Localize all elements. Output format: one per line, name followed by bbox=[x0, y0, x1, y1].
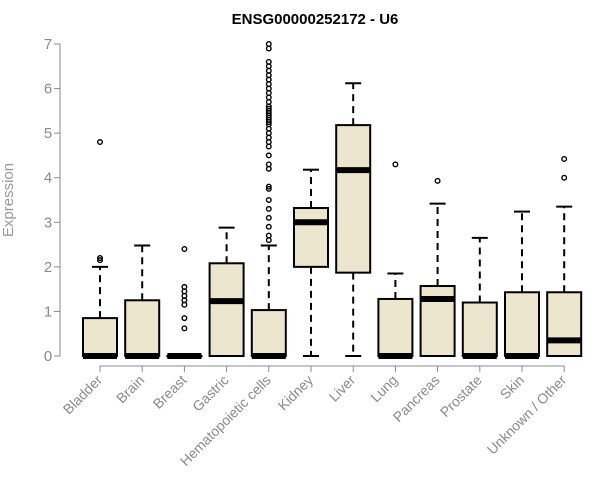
y-tick-label: 6 bbox=[44, 81, 52, 98]
box bbox=[377, 297, 414, 358]
x-tick-label: Unknown / Other bbox=[484, 372, 570, 458]
box-group bbox=[335, 82, 372, 357]
y-tick-label: 5 bbox=[44, 125, 52, 142]
outlier-point bbox=[265, 45, 272, 52]
box bbox=[461, 301, 498, 357]
outlier-point bbox=[96, 254, 103, 261]
outlier-point bbox=[265, 165, 272, 172]
outlier-point bbox=[96, 257, 103, 264]
chart-title: ENSG00000252172 - U6 bbox=[232, 11, 399, 28]
outlier-point bbox=[181, 246, 188, 253]
outlier-point bbox=[265, 196, 272, 203]
x-tick-label: Breast bbox=[150, 372, 190, 412]
box bbox=[504, 291, 540, 357]
x-tick-label: Liver bbox=[326, 372, 359, 405]
x-tick-label: Prostate bbox=[437, 372, 485, 420]
plot-area bbox=[82, 41, 583, 359]
x-tick-label: Kidney bbox=[275, 372, 317, 414]
outlier-point bbox=[561, 174, 568, 181]
box-group bbox=[250, 41, 287, 359]
box-group bbox=[166, 246, 203, 359]
outlier-point bbox=[181, 325, 188, 332]
box-group bbox=[504, 210, 540, 359]
x-tick-label: Brain bbox=[113, 372, 147, 406]
box bbox=[208, 262, 245, 358]
outlier-point bbox=[181, 315, 188, 322]
x-tick-label: Lung bbox=[367, 372, 400, 405]
y-axis: 0 1 2 3 4 5 6 7 bbox=[44, 36, 61, 365]
outlier-point bbox=[181, 301, 188, 308]
outlier-point bbox=[265, 183, 272, 190]
outlier-point bbox=[265, 118, 272, 125]
box bbox=[546, 291, 583, 357]
box-group bbox=[546, 155, 583, 357]
box bbox=[293, 207, 329, 268]
outlier-point bbox=[265, 205, 272, 212]
y-tick-label: 2 bbox=[44, 259, 52, 276]
x-tick-label: Pancreas bbox=[390, 372, 443, 425]
y-tick-label: 1 bbox=[44, 303, 52, 320]
box-group bbox=[124, 244, 161, 359]
y-tick-label: 7 bbox=[44, 36, 52, 53]
outlier-point bbox=[265, 237, 272, 244]
outlier-point bbox=[265, 214, 272, 221]
box bbox=[82, 317, 118, 358]
y-axis-label: Expression bbox=[0, 163, 17, 237]
outlier-point bbox=[265, 143, 272, 150]
outlier-point bbox=[265, 152, 272, 159]
outlier-point bbox=[265, 223, 272, 230]
box-group bbox=[461, 236, 498, 359]
box bbox=[335, 124, 372, 274]
box bbox=[124, 299, 161, 357]
outlier-point bbox=[561, 155, 568, 162]
y-tick-label: 4 bbox=[44, 170, 52, 187]
box-group bbox=[82, 139, 118, 359]
box-group bbox=[419, 177, 456, 357]
x-tick-label: Bladder bbox=[60, 372, 106, 418]
outlier-point bbox=[392, 161, 399, 168]
box-group bbox=[208, 226, 245, 358]
box-group bbox=[293, 168, 329, 357]
outlier-point bbox=[265, 185, 272, 192]
outlier-point bbox=[96, 139, 103, 146]
box bbox=[250, 309, 287, 358]
outlier-point bbox=[434, 177, 441, 184]
y-tick-label: 3 bbox=[44, 214, 52, 231]
box-group bbox=[377, 161, 414, 359]
y-tick-label: 0 bbox=[44, 348, 52, 365]
x-tick-label: Skin bbox=[497, 372, 528, 403]
